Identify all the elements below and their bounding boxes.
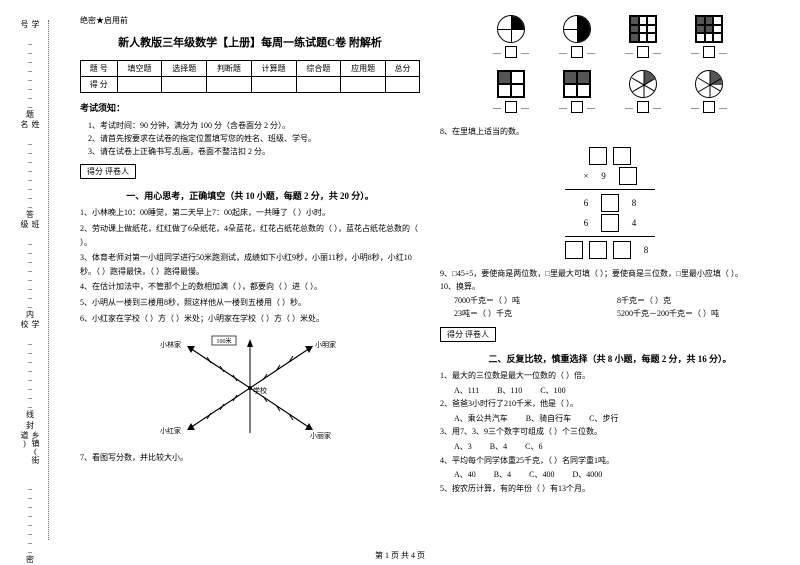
svg-text:小丽家: 小丽家 <box>310 431 331 440</box>
mc1: 1、最大的三位数是最大一位数的（ ）倍。 <box>440 369 780 383</box>
margin-banji: 班级________ <box>19 220 41 309</box>
th-app: 应用题 <box>341 61 386 77</box>
mult-9: 9 <box>595 171 613 181</box>
row-score-label: 得 分 <box>81 77 118 93</box>
mult-sign: × <box>583 171 588 181</box>
margin-xian: 线 <box>26 409 34 420</box>
q8: 8、在里填上适当的数。 <box>440 125 780 139</box>
margin-xingming: 姓名________ <box>19 120 41 209</box>
q10c: 23吨＝（ ）千克 <box>454 307 617 321</box>
fill-questions: 1、小林晚上10：00睡觉，第二天早上7：00起床，一共睡了（ ）小时。 2、劳… <box>80 206 420 325</box>
mc2: 2、爸爸3小时行了210千米，他是（ ）。 <box>440 397 780 411</box>
q10d: 5200千克－200千克＝（ ）吨 <box>617 307 780 321</box>
q2: 2、劳动课上做纸花，红红做了6朵纸花，4朵蓝花，红花占纸花总数的（ ），蓝花占纸… <box>80 222 420 249</box>
svg-text:100米: 100米 <box>216 337 231 345</box>
rule-2: 2、请首先按要求在试卷的指定位置填写您的姓名、班级、学号。 <box>88 133 420 146</box>
section1-title: 一、用心思考，正确填空（共 10 小题，每题 2 分，共 20 分）。 <box>80 189 420 202</box>
th-comp: 综合题 <box>296 61 341 77</box>
page-footer: 第 1 页 共 4 页 <box>0 550 800 561</box>
grade-box-2: 得分 评卷人 <box>440 327 496 342</box>
notice-head: 考试须知： <box>80 101 420 114</box>
left-column: 绝密★启用前 新人教版三年级数学【上册】每周一练试题C卷 附解析 题 号 填空题… <box>70 15 430 560</box>
svg-text:学校: 学校 <box>253 386 267 395</box>
margin-nei: 内 <box>26 309 34 320</box>
svg-text:小红家: 小红家 <box>160 426 181 435</box>
score-table: 题 号 填空题 选择题 判断题 计算题 综合题 应用题 总分 得 分 <box>80 60 420 93</box>
shape-square-1: —— <box>625 15 661 58</box>
q3: 3、体育老师对第一小组同学进行50米跑测试，成绩如下小红9秒，小丽11秒，小明8… <box>80 251 420 278</box>
shape-square-4: —— <box>559 70 595 113</box>
margin-xiangzhen: 乡镇(街道)________ <box>19 431 41 554</box>
shape-square-2: —— <box>691 15 727 58</box>
svg-text:小明家: 小明家 <box>315 340 336 349</box>
shape-circle-2: —— <box>559 15 595 58</box>
shape-circle-4: —— <box>691 70 727 113</box>
q7: 7、看图写分数，并比较大小。 <box>80 451 420 465</box>
shape-square-3: —— <box>493 70 529 113</box>
th-choice: 选择题 <box>162 61 207 77</box>
q1: 1、小林晚上10：00睡觉，第二天早上7：00起床，一共睡了（ ）小时。 <box>80 206 420 220</box>
svg-text:小林家: 小林家 <box>160 340 181 349</box>
mc4: 4、平均每个同学体重25千克，（ ）名同学重1吨。 <box>440 454 780 468</box>
margin-xuehao: 学号________ <box>19 20 41 109</box>
multiplication-grid: ×9 68 64 8 <box>440 147 780 259</box>
th-calc: 计算题 <box>251 61 296 77</box>
th-total: 总分 <box>386 61 420 77</box>
direction-diagram: 学校 小明家 小林家 小红家 小丽家 100米 <box>80 333 420 443</box>
shape-circle-3: —— <box>625 70 661 113</box>
th-num: 题 号 <box>81 61 118 77</box>
exam-title: 新人教版三年级数学【上册】每周一练试题C卷 附解析 <box>80 34 420 50</box>
th-fill: 填空题 <box>117 61 162 77</box>
fraction-shapes-row2: —— —— —— —— <box>440 70 780 113</box>
binding-margin: 学号________ 题 姓名________ 答 班级________ 内 学… <box>0 0 60 565</box>
exam-rules: 1、考试时间：90 分钟，满分为 100 分（含卷面分 2 分）。 2、请首先按… <box>80 120 420 158</box>
mc3: 3、用7、3、9三个数字可组成（ ）个三位数。 <box>440 425 780 439</box>
th-judge: 判断题 <box>207 61 252 77</box>
section2-title: 二、反复比较，慎重选择（共 8 小题，每题 2 分，共 16 分）。 <box>440 352 780 365</box>
q6: 6、小红家在学校（ ）方（ ）米处；小明家在学校（ ）方（ ）米处。 <box>80 312 420 326</box>
rule-3: 3、请在试卷上正确书写,乱画，卷面不整洁扣 2 分。 <box>88 146 420 159</box>
grade-box-1: 得分 评卷人 <box>80 164 136 179</box>
fraction-shapes-row1: —— —— —— —— <box>440 15 780 58</box>
mc-questions: 1、最大的三位数是最大一位数的（ ）倍。 A、111B、110C、100 2、爸… <box>440 369 780 495</box>
q10: 10、换算。 <box>440 280 780 294</box>
margin-xuexiao: 学校________ <box>19 320 41 409</box>
confidential-label: 绝密★启用前 <box>80 15 420 26</box>
q4: 4、在估计加法中，不管那个上的数相加满（ ），都要向（ ）进（ ）。 <box>80 280 420 294</box>
margin-da: 答 <box>26 209 34 220</box>
q10b: 8千克＝（ ）克 <box>617 294 780 308</box>
mc5: 5、按农历计算，有的年份（ ）有13个月。 <box>440 482 780 496</box>
rule-1: 1、考试时间：90 分钟，满分为 100 分（含卷面分 2 分）。 <box>88 120 420 133</box>
q10a: 7000千克＝（ ）吨 <box>454 294 617 308</box>
q5: 5、小明从一楼到三楼用8秒，照这样他从一楼到五楼用（ ）秒。 <box>80 296 420 310</box>
q9: 9、□45÷5，要使商是两位数，□里最大可填（ ）；要使商是三位数，□里最小应填… <box>440 267 780 281</box>
shape-circle-1: —— <box>493 15 529 58</box>
right-column: —— —— —— —— —— <box>430 15 790 560</box>
margin-ti: 题 <box>26 109 34 120</box>
margin-fang: 封 <box>26 420 34 431</box>
